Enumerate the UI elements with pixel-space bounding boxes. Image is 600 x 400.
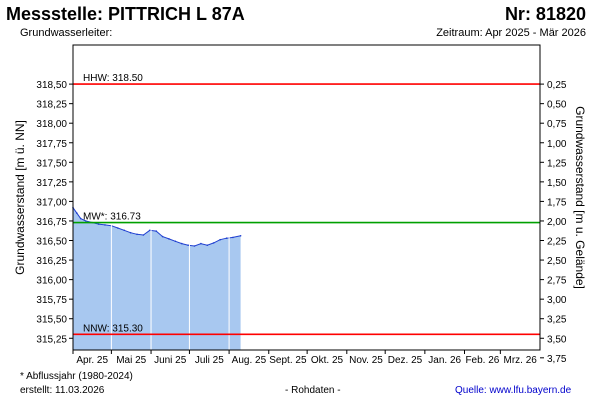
data-point [206, 244, 209, 246]
y-tick-label-right: 3,75 [547, 354, 567, 365]
aquifer-label: Grundwasserleiter: [20, 27, 113, 39]
data-point [200, 242, 202, 245]
x-tick-label: Sept. 25 [269, 355, 307, 366]
y-tick-label-left: 316,25 [36, 256, 67, 267]
y-tick-label-left: 317,50 [36, 158, 67, 169]
y-tick-label-left: 316,75 [36, 217, 67, 228]
data-point [193, 245, 196, 247]
y-tick-label-left: 316,50 [36, 237, 67, 248]
y-tick-label-right: 0,25 [547, 80, 567, 91]
x-tick-label: Mrz. 26 [504, 355, 538, 366]
groundwater-area [73, 207, 241, 350]
x-tick-label: Mai 25 [116, 355, 146, 366]
axes: 318,50 318,25 318,00 317,75 317,50 317,25 317,… [36, 44, 567, 366]
page-title: Messstelle: PITTRICH L 87A [6, 4, 245, 24]
data-point [104, 224, 106, 226]
y-tick-label-left: 317,00 [36, 197, 67, 208]
reference-lines: HHW: 318.50 MW*: 316.73 NNW: 315.30 [73, 73, 540, 336]
x-tick-label: Okt. 25 [311, 355, 344, 366]
period-label: Zeitraum: Apr 2025 - Mär 2026 [436, 27, 586, 39]
x-tick-label: Feb. 26 [465, 355, 499, 366]
y-tick-label-left: 315,50 [36, 315, 67, 326]
y-tick-label-left: 315,75 [36, 295, 67, 306]
y-tick-label-right: 1,00 [547, 139, 567, 150]
reference-label: HHW: 318.50 [83, 73, 143, 84]
x-tick-label: Juni 25 [154, 355, 187, 366]
x-tick-label: Aug. 25 [232, 355, 267, 366]
y-tick-label-right: 1,75 [547, 197, 567, 208]
data-point [187, 244, 189, 246]
y-tick-label-left: 318,25 [36, 100, 67, 111]
data-point [85, 220, 87, 222]
rawdata-note: - Rohdaten - [285, 385, 341, 396]
data-point [168, 238, 170, 240]
x-tick-label: Juli 25 [195, 355, 224, 366]
y-tick-label-right: 2,25 [547, 237, 567, 248]
y-tick-label-right: 1,25 [547, 158, 567, 169]
created-date: erstellt: 11.03.2026 [20, 385, 105, 396]
y-tick-label-left: 317,25 [36, 178, 67, 189]
data-point [181, 242, 183, 245]
month-gridlines [110, 45, 501, 350]
y-tick-label-right: 0,75 [547, 119, 567, 130]
y-tick-label-right: 1,50 [547, 178, 567, 189]
data-point [129, 231, 132, 234]
data-point [239, 235, 242, 237]
data-point [225, 237, 228, 239]
y-tick-label-left: 315,25 [36, 334, 67, 345]
data-point [212, 242, 215, 244]
y-tick-label-left: 318,50 [36, 80, 67, 91]
data-point [136, 233, 138, 236]
data-point [79, 217, 82, 220]
y-tick-label-right: 2,50 [547, 256, 567, 267]
y-tick-label-right: 3,50 [547, 334, 567, 345]
x-tick-label: Nov. 25 [349, 355, 383, 366]
data-point [232, 236, 234, 239]
station-number: Nr: 81820 [504, 4, 586, 24]
y-tick-label-right: 3,00 [547, 295, 567, 306]
data-point [117, 227, 119, 229]
reference-label: MW*: 316.73 [83, 212, 141, 223]
x-tick-label: Jan. 26 [428, 355, 461, 366]
y-axis-label-left: Grundwasserstand [m ü. NN] [13, 120, 27, 275]
data-point [142, 234, 145, 236]
data-point [174, 240, 177, 243]
data-point [123, 229, 125, 232]
data-point [76, 212, 78, 214]
reference-label: NNW: 315.30 [83, 323, 143, 334]
y-tick-label-right: 2,75 [547, 276, 567, 287]
y-axis-label-right: Grundwasserstand [m u. Gelände] [573, 106, 587, 289]
footnote: * Abflussjahr (1980-2024) [20, 371, 133, 382]
x-tick-label: Apr. 25 [76, 355, 108, 366]
y-tick-label-left: 316,00 [36, 276, 67, 287]
x-tick-label: Dez. 25 [388, 355, 423, 366]
source-link[interactable]: Quelle: www.lfu.bayern.de [455, 385, 572, 396]
y-tick-label-left: 317,75 [36, 139, 67, 150]
y-tick-label-right: 2,00 [547, 217, 567, 228]
data-point [97, 223, 100, 225]
data-point [155, 230, 157, 232]
y-tick-label-right: 0,50 [547, 100, 567, 111]
data-point [219, 238, 221, 241]
data-point [149, 229, 151, 232]
y-tick-label-left: 318,00 [36, 119, 67, 130]
plot-frame [72, 44, 541, 351]
y-tick-label-right: 3,25 [547, 315, 567, 326]
data-point [161, 235, 164, 238]
